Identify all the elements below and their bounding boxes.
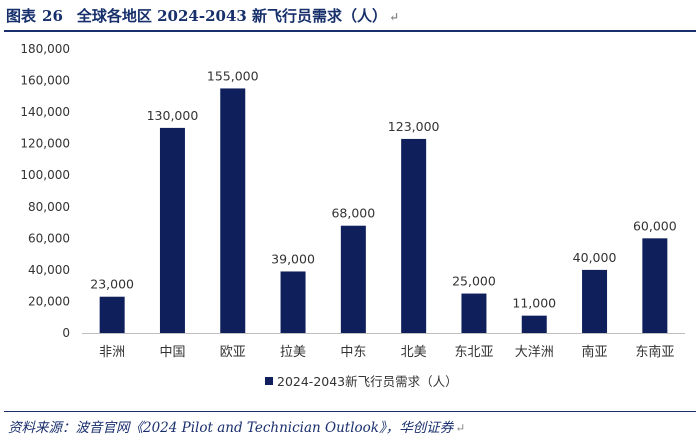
x-tick-label: 大洋洲 [515,345,554,360]
y-tick-label: 20,000 [28,294,70,308]
bar [159,127,185,333]
bar [582,269,608,333]
source-rule [4,411,696,412]
data-label: 68,000 [331,206,375,221]
x-tick-label: 南亚 [582,344,608,360]
source-text: 资料来源：波音官网《2024 Pilot and Technician Outl… [8,420,454,436]
x-tick-label: 欧亚 [220,345,246,360]
x-tick-label: 东南亚 [635,344,674,360]
data-label: 60,000 [633,218,677,233]
bar [461,293,487,333]
legend-label: 2024-2043新飞行员需求（人） [277,374,458,389]
legend-swatch [265,377,273,385]
y-tick-label: 40,000 [28,263,70,277]
x-tick-label: 东北亚 [454,345,493,360]
data-label: 39,000 [271,251,315,266]
data-label: 123,000 [388,119,440,134]
y-tick-label: 80,000 [28,200,70,214]
y-tick-label: 100,000 [20,168,70,182]
paragraph-mark-icon: ↵ [389,10,400,24]
y-tick-label: 120,000 [20,137,70,151]
y-tick-label: 160,000 [20,74,70,88]
bar [401,138,427,333]
bar [220,88,246,333]
figure-number: 26 [42,7,63,25]
y-tick-label: 60,000 [28,231,70,245]
y-tick-label: 180,000 [20,42,70,56]
paragraph-mark-icon: ↵ [455,421,466,435]
bar [280,271,306,333]
y-tick-label: 140,000 [20,105,70,119]
x-tick-label: 非洲 [99,345,125,360]
bar [99,296,125,333]
figure-label: 图表 [6,7,37,25]
x-tick-label: 北美 [401,345,427,360]
x-tick-label: 中东 [340,345,366,360]
data-label: 155,000 [207,68,259,83]
data-label: 25,000 [452,274,496,289]
source-note: 资料来源：波音官网《2024 Pilot and Technician Outl… [8,416,465,436]
bar [521,315,547,333]
y-tick-label: 0 [62,326,70,340]
data-label: 23,000 [90,277,134,292]
figure-title: 图表 26 全球各地区 2024-2043 新飞行员需求（人） ↵ [6,4,399,28]
chart-title: 全球各地区 2024-2043 新飞行员需求（人） [76,7,388,25]
data-label: 40,000 [573,250,617,265]
title-rule [4,30,696,32]
x-tick-label: 拉美 [280,345,306,360]
data-label: 11,000 [512,296,556,311]
bar [340,225,366,333]
bar [642,238,668,333]
x-tick-label: 中国 [159,345,185,360]
data-label: 130,000 [147,108,199,123]
